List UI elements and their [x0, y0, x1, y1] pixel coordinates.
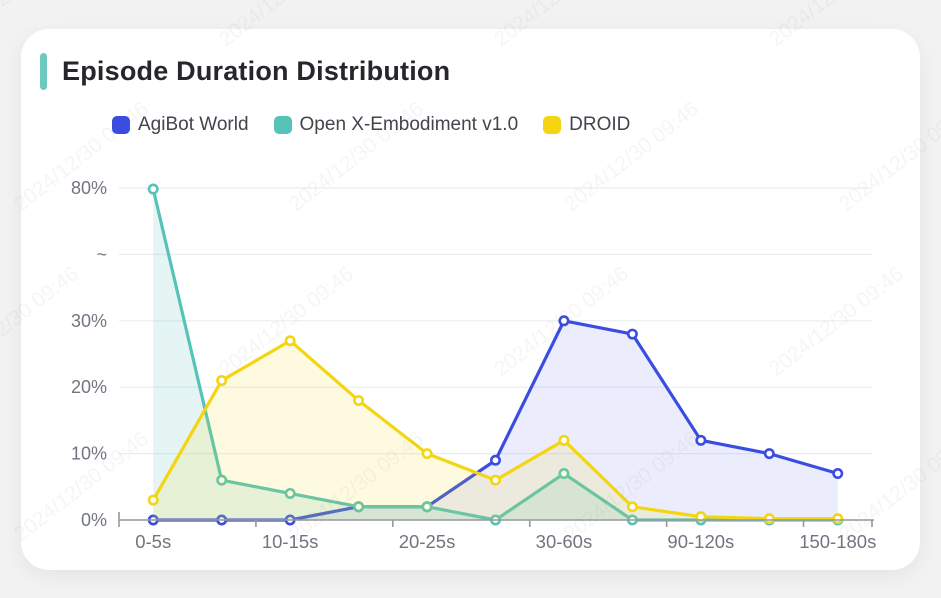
legend-item-open-x-embodiment-v1-0[interactable]: Open X-Embodiment v1.0	[273, 114, 519, 136]
legend-label-droid: DROID	[569, 114, 631, 135]
card-header: Episode Duration Distribution	[40, 52, 450, 90]
legend-swatch-open-x-embodiment-v1-0	[273, 116, 292, 134]
chart-legend: AgiBot World Open X-Embodiment v1.0 DROID	[112, 114, 630, 136]
legend-label-agibot-world: AgiBot World	[138, 114, 249, 135]
legend-swatch-agibot-world	[112, 116, 130, 134]
legend-label-open-x-embodiment-v1-0: Open X-Embodiment v1.0	[299, 114, 519, 135]
legend-swatch-droid	[543, 116, 562, 134]
chart-card: Episode Duration Distribution AgiBot Wor…	[21, 29, 920, 570]
chart-title: Episode Duration Distribution	[62, 56, 451, 86]
title-accent-bar	[40, 52, 47, 90]
legend-item-droid[interactable]: DROID	[543, 114, 630, 136]
legend-item-agibot-world[interactable]: AgiBot World	[112, 114, 249, 136]
